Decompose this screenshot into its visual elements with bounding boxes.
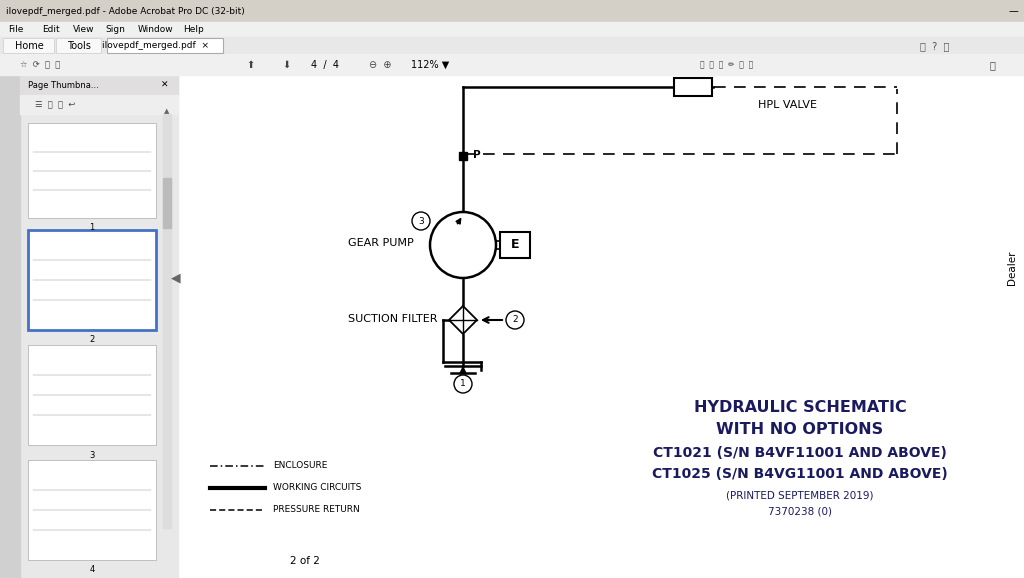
Bar <box>0 75 20 578</box>
Text: 3: 3 <box>418 217 424 225</box>
Text: ⊖  ⊕: ⊖ ⊕ <box>369 60 391 70</box>
Bar <box>0 0 1024 22</box>
Text: ENCLOSURE: ENCLOSURE <box>273 461 328 470</box>
FancyBboxPatch shape <box>56 39 101 54</box>
Text: 112% ▼: 112% ▼ <box>411 60 450 70</box>
Bar <box>28 123 156 218</box>
Text: ☆  ⟳  🖨  🔍: ☆ ⟳ 🖨 🔍 <box>20 61 60 69</box>
Bar <box>674 78 712 96</box>
Text: ▲: ▲ <box>164 108 170 114</box>
Text: Home: Home <box>14 41 43 51</box>
Bar <box>0 22 1024 37</box>
Bar <box>0 75 178 578</box>
Text: View: View <box>73 25 94 34</box>
FancyBboxPatch shape <box>108 39 223 54</box>
Text: 2: 2 <box>512 316 518 324</box>
Text: PRESSURE RETURN: PRESSURE RETURN <box>273 506 359 514</box>
Text: Dealer: Dealer <box>1007 251 1017 286</box>
Text: ⬆: ⬆ <box>246 60 254 70</box>
Text: 2: 2 <box>89 335 94 344</box>
Circle shape <box>454 375 472 393</box>
Text: ⬇: ⬇ <box>282 60 290 70</box>
Text: Window: Window <box>138 25 174 34</box>
Bar <box>28 460 156 560</box>
Text: Tools: Tools <box>67 41 91 51</box>
Text: SUCTION FILTER: SUCTION FILTER <box>348 314 437 324</box>
Bar <box>500 232 530 258</box>
Bar <box>0 37 1024 54</box>
Text: 4: 4 <box>89 565 94 575</box>
Text: 1: 1 <box>460 380 466 388</box>
Text: ilovepdf_merged.pdf - Adobe Acrobat Pro DC (32-bit): ilovepdf_merged.pdf - Adobe Acrobat Pro … <box>6 6 245 16</box>
Text: 🔧  💬  📝  ✏  🖊  🔏: 🔧 💬 📝 ✏ 🖊 🔏 <box>700 61 754 69</box>
Bar <box>163 178 171 228</box>
Text: HPL VALVE: HPL VALVE <box>758 100 817 110</box>
Bar <box>0 54 1024 75</box>
Text: P: P <box>473 150 480 160</box>
Text: —: — <box>1009 6 1018 16</box>
Text: E: E <box>511 239 519 251</box>
Bar <box>20 75 178 95</box>
Circle shape <box>506 311 524 329</box>
Text: Sign: Sign <box>105 25 125 34</box>
Bar <box>163 114 171 528</box>
Text: 4  /  4: 4 / 4 <box>311 60 339 70</box>
Text: Edit: Edit <box>42 25 59 34</box>
Text: ✕: ✕ <box>161 80 169 90</box>
Text: 2 of 2: 2 of 2 <box>290 556 319 566</box>
Text: CT1025 (S/N B4VG11001 AND ABOVE): CT1025 (S/N B4VG11001 AND ABOVE) <box>652 467 948 481</box>
Text: ◀: ◀ <box>171 272 181 284</box>
FancyBboxPatch shape <box>3 39 54 54</box>
Text: Page Thumbna...: Page Thumbna... <box>28 80 98 90</box>
Text: 🔗: 🔗 <box>990 60 996 70</box>
Bar <box>28 230 156 330</box>
Text: Help: Help <box>183 25 204 34</box>
Circle shape <box>430 212 496 278</box>
Text: HYDRAULIC SCHEMATIC: HYDRAULIC SCHEMATIC <box>693 401 906 416</box>
Bar <box>459 152 467 160</box>
Text: CT1021 (S/N B4VF11001 AND ABOVE): CT1021 (S/N B4VF11001 AND ABOVE) <box>653 446 947 460</box>
Bar <box>20 95 178 114</box>
Text: File: File <box>8 25 24 34</box>
Text: WITH NO OPTIONS: WITH NO OPTIONS <box>717 423 884 438</box>
Text: 7370238 (0): 7370238 (0) <box>768 507 831 517</box>
Text: 1: 1 <box>89 224 94 232</box>
Text: ☰  🗑  📋  ↩: ☰ 🗑 📋 ↩ <box>35 101 75 109</box>
Bar <box>28 345 156 445</box>
Text: (PRINTED SEPTEMBER 2019): (PRINTED SEPTEMBER 2019) <box>726 491 873 501</box>
Text: ilovepdf_merged.pdf  ×: ilovepdf_merged.pdf × <box>101 42 209 50</box>
Text: 💬  ?  🔔: 💬 ? 🔔 <box>921 41 949 51</box>
Text: GEAR PUMP: GEAR PUMP <box>348 238 414 248</box>
Text: WORKING CIRCUITS: WORKING CIRCUITS <box>273 484 361 492</box>
Text: 3: 3 <box>89 450 94 460</box>
Bar <box>178 75 1024 578</box>
Polygon shape <box>449 306 477 334</box>
Circle shape <box>412 212 430 230</box>
